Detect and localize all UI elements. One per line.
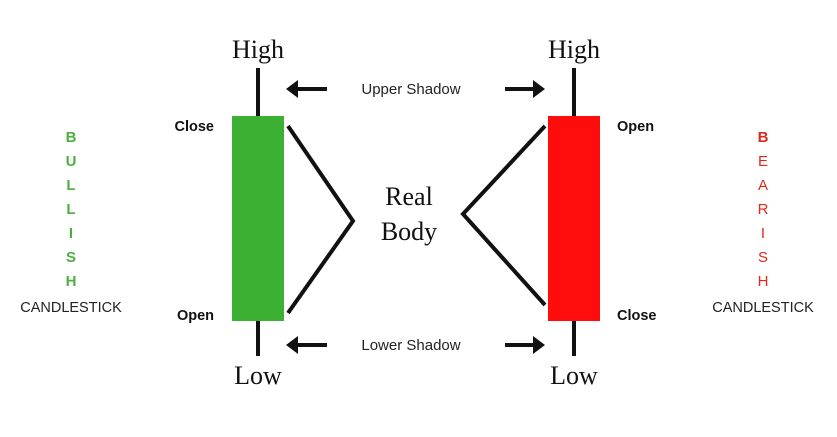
bearish-letter-h: H xyxy=(758,273,769,290)
real-body-label-line1: Real xyxy=(385,182,433,211)
bearish-caption: CANDLESTICK xyxy=(712,300,814,316)
bullish-low-label: Low xyxy=(234,361,282,390)
bullish-caption: CANDLESTICK xyxy=(20,300,122,316)
real-body-left-bracket xyxy=(286,124,356,315)
bearish-low-label: Low xyxy=(550,361,598,390)
upper-shadow-left-arrow-icon xyxy=(286,80,327,98)
real-body-right-bracket xyxy=(460,124,547,307)
upper-shadow-label: Upper Shadow xyxy=(361,81,460,98)
bearish-close-label: Close xyxy=(617,308,657,324)
bullish-letter-l2: L xyxy=(66,201,75,218)
bearish-candle-body xyxy=(548,116,600,321)
bullish-side: B U L L I S H CANDLESTICK High Low Close… xyxy=(20,35,284,390)
bullish-letter-s: S xyxy=(66,249,76,266)
bullish-letter-b: B xyxy=(66,129,77,146)
lower-shadow-right-arrow-icon xyxy=(505,336,545,354)
bearish-side: High Low Open Close B E A R I S H CANDLE… xyxy=(548,35,814,390)
bullish-letter-h: H xyxy=(66,273,77,290)
real-body-label-line2: Body xyxy=(381,217,437,246)
lower-shadow-label: Lower Shadow xyxy=(361,337,460,354)
bullish-close-label: Close xyxy=(175,119,215,135)
bullish-letter-i: I xyxy=(69,225,73,242)
bearish-letter-s: S xyxy=(758,249,768,266)
bearish-letter-r: R xyxy=(758,201,769,218)
bullish-letter-u: U xyxy=(66,153,77,170)
bearish-letter-a: A xyxy=(758,177,768,194)
bearish-letter-b: B xyxy=(758,129,769,146)
bearish-high-label: High xyxy=(548,35,600,64)
upper-shadow-right-arrow-icon xyxy=(505,80,545,98)
bearish-letter-i: I xyxy=(761,225,765,242)
bullish-high-label: High xyxy=(232,35,284,64)
lower-shadow-left-arrow-icon xyxy=(286,336,327,354)
bearish-open-label: Open xyxy=(617,119,654,135)
center-annotations: Upper Shadow Real Body Lower Shadow xyxy=(286,80,547,354)
bullish-letter-l1: L xyxy=(66,177,75,194)
bullish-candle-body xyxy=(232,116,284,321)
bearish-letter-e: E xyxy=(758,153,768,170)
bullish-open-label: Open xyxy=(177,308,214,324)
